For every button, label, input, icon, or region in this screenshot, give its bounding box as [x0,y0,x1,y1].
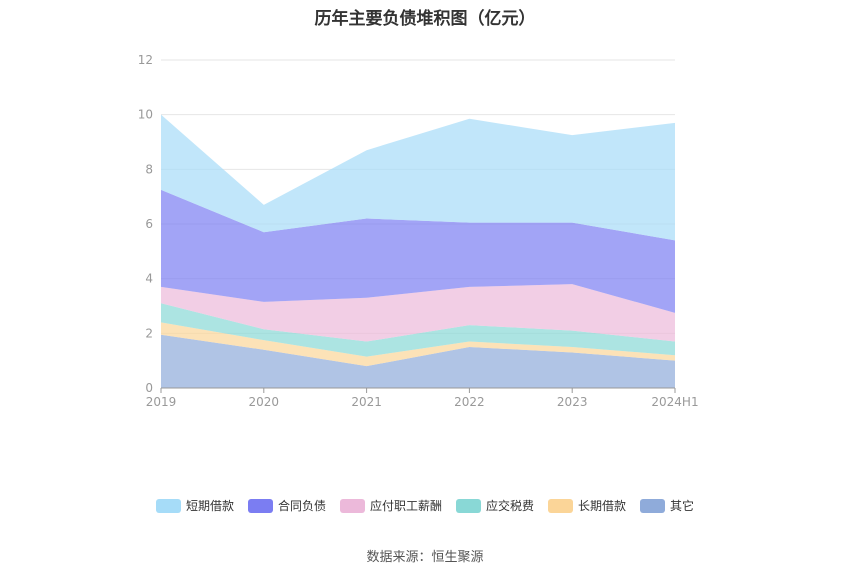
area-series-其它 [161,334,675,388]
legend-item[interactable]: 长期借款 [548,497,626,514]
legend-label: 应交税费 [486,499,535,513]
area-series-短期借款 [161,114,675,241]
y-tick-label: 2 [145,326,153,340]
y-tick-label: 8 [145,162,153,176]
x-tick-label: 2022 [454,395,485,409]
legend: 短期借款 合同负债 应付职工薪酬 应交税费 长期借款 其它 [0,497,850,514]
area-series-应交税费 [161,303,675,357]
legend-item[interactable]: 应交税费 [456,497,534,514]
x-tick-label: 2021 [351,395,382,409]
area-series-应付职工薪酬 [161,284,675,342]
legend-swatch [640,498,666,513]
y-tick-label: 12 [138,53,153,67]
stacked-area-chart: 0 2 4 6 8 10 12 2019 2020 2021 2022 2023 2024H1 [138,53,699,409]
legend-item[interactable]: 应付职工薪酬 [339,497,442,514]
legend-swatch [548,498,574,513]
y-tick-label: 4 [145,272,153,286]
legend-label: 合同负债 [277,499,326,513]
y-tick-label: 10 [138,108,153,122]
x-tick-label: 2023 [557,395,588,409]
y-tick-label: 6 [145,217,153,231]
area-series-合同负债 [161,189,675,313]
y-tick-label: 0 [145,381,153,395]
legend-swatch [247,498,273,513]
x-tick-label: 2019 [146,395,177,409]
legend-label: 其它 [670,499,695,513]
chart-title: 历年主要负债堆积图（亿元） [314,9,536,29]
legend-swatch [155,498,181,513]
area-series-长期借款 [161,322,675,367]
legend-swatch [339,498,365,513]
legend-item[interactable]: 合同负债 [247,497,326,514]
legend-swatch [456,498,481,513]
source-note: 数据来源：恒生聚源 [366,550,484,565]
legend-label: 应付职工薪酬 [369,499,442,513]
legend-item[interactable]: 短期借款 [155,497,234,514]
legend-item[interactable]: 其它 [640,497,694,514]
legend-label: 长期借款 [578,499,627,513]
x-tick-label: 2020 [249,395,280,409]
legend-label: 短期借款 [185,499,234,513]
x-tick-label: 2024H1 [651,395,698,409]
